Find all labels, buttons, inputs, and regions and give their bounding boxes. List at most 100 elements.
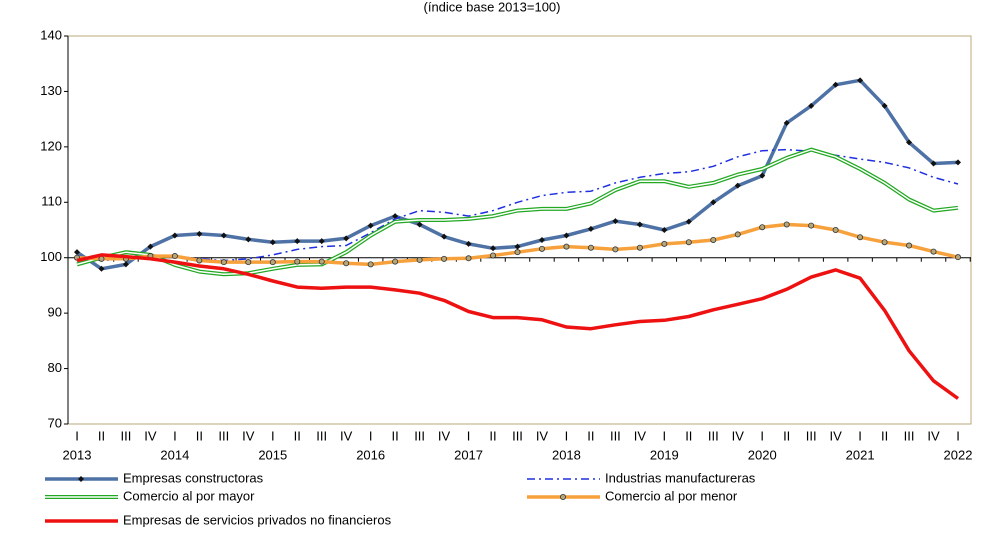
marker — [759, 224, 766, 231]
year-label: 2014 — [160, 447, 189, 462]
marker — [808, 222, 815, 229]
x-tick-label: I — [663, 428, 667, 443]
x-tick-label: III — [610, 428, 621, 443]
marker — [685, 218, 692, 225]
series-line — [76, 253, 960, 400]
marker — [441, 255, 448, 262]
marker — [955, 159, 961, 166]
x-tick-label: II — [685, 428, 692, 443]
y-tick-label: 90 — [48, 305, 62, 320]
marker — [441, 233, 448, 240]
x-tick-label: IV — [732, 428, 745, 443]
marker — [74, 249, 80, 256]
y-tick-label: 140 — [40, 27, 62, 42]
year-label: 2019 — [650, 447, 679, 462]
marker — [318, 238, 325, 245]
marker — [538, 245, 545, 252]
x-tick-label: II — [392, 428, 399, 443]
marker — [367, 222, 374, 229]
x-tick-label: IV — [438, 428, 451, 443]
x-tick-label: I — [271, 428, 275, 443]
x-tick-label: I — [956, 428, 960, 443]
x-tick-label: II — [881, 428, 888, 443]
x-tick-label: III — [708, 428, 719, 443]
x-tick-label: I — [467, 428, 471, 443]
x-tick-label: III — [512, 428, 523, 443]
marker — [269, 259, 276, 266]
marker — [171, 253, 178, 260]
x-tick-label: IV — [634, 428, 647, 443]
y-tick-label: 70 — [48, 415, 62, 430]
marker — [318, 258, 325, 265]
marker — [122, 261, 129, 268]
year-label: 2013 — [63, 447, 92, 462]
x-tick-label: I — [760, 428, 764, 443]
x-tick-label: III — [806, 428, 817, 443]
marker — [930, 248, 937, 255]
x-tick-label: IV — [927, 428, 940, 443]
marker — [196, 257, 203, 264]
marker — [294, 238, 301, 245]
marker — [759, 172, 766, 179]
marker — [171, 232, 178, 239]
marker — [955, 254, 962, 261]
x-tick-label: III — [316, 428, 327, 443]
marker — [783, 120, 790, 127]
y-tick-label: 80 — [48, 360, 62, 375]
y-tick-label: 130 — [40, 83, 62, 98]
marker — [343, 235, 350, 242]
marker — [612, 218, 619, 225]
marker — [220, 259, 227, 266]
x-tick-label: III — [218, 428, 229, 443]
legend-label: Comercio al por mayor — [123, 488, 255, 503]
marker — [906, 242, 913, 249]
marker — [490, 252, 497, 259]
marker — [514, 243, 521, 250]
marker — [343, 260, 350, 267]
marker — [832, 226, 839, 233]
marker — [587, 225, 594, 232]
marker — [465, 240, 472, 247]
marker — [147, 243, 154, 250]
legend-marker — [560, 493, 567, 500]
marker — [416, 256, 423, 263]
marker — [514, 249, 521, 256]
chart-subtitle: (índice base 2013=100) — [424, 0, 561, 14]
year-label: 2017 — [454, 447, 483, 462]
marker — [783, 221, 790, 228]
series-line — [76, 78, 959, 271]
year-label: 2021 — [846, 447, 875, 462]
marker — [881, 102, 888, 109]
year-label: 2022 — [944, 447, 973, 462]
marker — [392, 258, 399, 265]
marker — [367, 261, 374, 268]
marker — [490, 245, 497, 252]
marker — [734, 231, 741, 238]
marker — [563, 232, 570, 239]
x-tick-label: III — [904, 428, 915, 443]
marker — [538, 236, 545, 243]
marker — [881, 239, 888, 246]
year-label: 2015 — [258, 447, 287, 462]
x-tick-label: I — [565, 428, 569, 443]
year-label: 2020 — [748, 447, 777, 462]
x-tick-label: II — [196, 428, 203, 443]
y-tick-label: 120 — [40, 138, 62, 153]
marker — [563, 243, 570, 250]
marker — [710, 236, 717, 243]
marker — [930, 160, 937, 167]
marker — [636, 244, 643, 251]
x-tick-label: I — [858, 428, 862, 443]
x-tick-label: I — [75, 428, 79, 443]
x-tick-label: II — [783, 428, 790, 443]
year-label: 2018 — [552, 447, 581, 462]
x-tick-label: I — [369, 428, 373, 443]
marker — [245, 259, 252, 266]
marker — [269, 239, 276, 246]
x-tick-label: IV — [340, 428, 353, 443]
marker — [220, 232, 227, 239]
legend-label: Comercio al por menor — [605, 488, 738, 503]
x-tick-label: III — [121, 428, 132, 443]
marker — [734, 182, 741, 189]
